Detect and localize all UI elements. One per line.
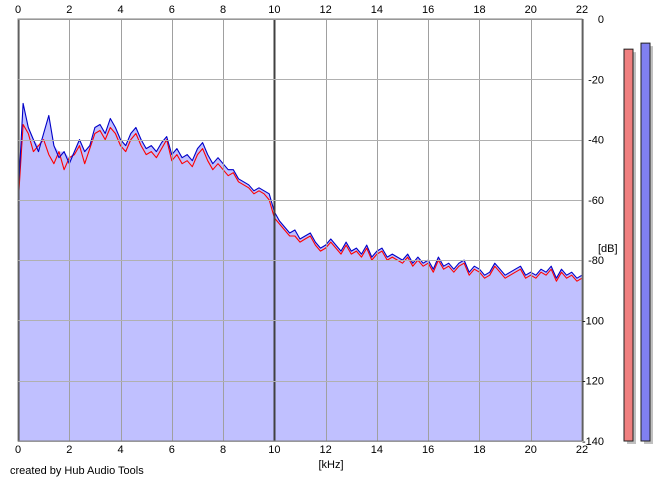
series-lines: [17, 102, 583, 282]
x-axis-title: [kHz]: [318, 459, 343, 471]
x-tick-label-top: 22: [576, 4, 588, 16]
x-tick-label-bottom: 14: [371, 444, 383, 456]
x-tick-label-top: 12: [320, 4, 332, 16]
x-tick-label-bottom: 16: [422, 444, 434, 456]
x-tick-label-bottom: 10: [268, 444, 280, 456]
y-tick-label: -80: [588, 255, 604, 267]
credit-text: created by Hub Audio Tools: [10, 465, 144, 477]
y-axis-tick-labels: 0 -20 -40 -60 -80 -100 -120 -140: [582, 14, 604, 448]
x-tick-label-bottom: 20: [525, 444, 537, 456]
x-tick-label-bottom: 22: [576, 444, 588, 456]
x-tick-label-bottom: 18: [473, 444, 485, 456]
spectrum-fill: [18, 103, 582, 442]
y-axis-title: [dB]: [598, 243, 618, 255]
x-tick-label-top: 18: [473, 4, 485, 16]
level-meter-bar: [640, 42, 651, 442]
x-tick-label-top: 4: [117, 4, 123, 16]
x-tick-label-top: 6: [169, 4, 175, 16]
x-tick-label-top: 10: [268, 4, 280, 16]
x-tick-label-bottom: 2: [66, 444, 72, 456]
x-tick-label-top: 8: [220, 4, 226, 16]
spectrum-fill-area: [18, 103, 582, 442]
x-tick-label-bottom: 0: [15, 444, 21, 456]
x-tick-label-top: 16: [422, 4, 434, 16]
y-tick-label: -100: [582, 315, 604, 327]
y-tick-label: -120: [582, 376, 604, 388]
level-meter-bar: [623, 48, 634, 442]
x-tick-label-bottom: 12: [320, 444, 332, 456]
x-tick-label-top: 20: [525, 4, 537, 16]
y-tick-label: 0: [598, 14, 604, 26]
x-tick-label-top: 14: [371, 4, 383, 16]
plot-frame: [17, 18, 584, 442]
x-tick-label-top: 0: [15, 4, 21, 16]
series-line-2: [17, 102, 583, 279]
level-meters: [623, 42, 653, 445]
x-tick-label-top: 2: [66, 4, 72, 16]
y-tick-label: -20: [588, 74, 604, 86]
y-tick-label: -140: [582, 436, 604, 448]
series-line-1: [17, 123, 583, 282]
x-tick-label-bottom: 8: [220, 444, 226, 456]
y-tick-label: -40: [588, 135, 604, 147]
x-tick-label-bottom: 6: [169, 444, 175, 456]
x-tick-label-bottom: 4: [117, 444, 123, 456]
plot-border: [17, 18, 583, 442]
y-tick-label: -60: [588, 195, 604, 207]
